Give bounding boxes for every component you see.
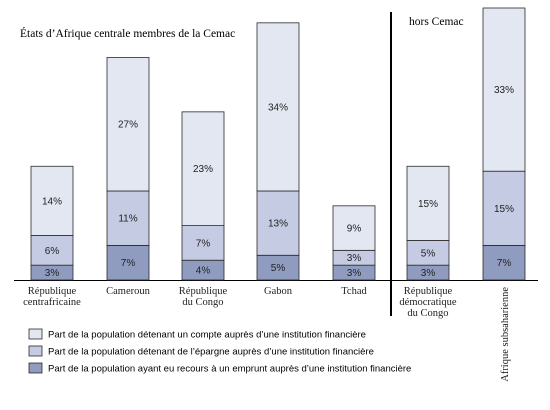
data-label: 7%	[196, 238, 211, 249]
bars-layer: 3% 6% 14% 7% 11% 27% 4% 7% 23% 5% 13% 34% 3% 3% 9% 3% 5%…	[30, 7, 526, 281]
data-label: 4%	[196, 266, 211, 277]
data-label: 3%	[45, 268, 60, 279]
bar-segment	[482, 7, 526, 172]
category-label: République	[179, 286, 228, 297]
bar-segment	[30, 235, 74, 266]
bar-segment	[256, 22, 300, 192]
category-label: Cameroun	[106, 286, 150, 297]
data-label: 3%	[347, 253, 362, 264]
data-label: 11%	[118, 214, 137, 225]
bar-segment	[332, 205, 376, 251]
data-label: 15%	[418, 199, 438, 210]
bar-segment	[256, 190, 300, 256]
data-label: 15%	[494, 204, 514, 215]
category-label: République	[404, 286, 453, 297]
chart-title: États d’Afrique centrale membres de la C…	[20, 26, 235, 40]
legend-label: Part de la population détenant un compte…	[48, 330, 366, 341]
bar-segment	[406, 240, 450, 266]
legend-label: Part de la population ayant eu recours à…	[48, 364, 411, 375]
bar-segment	[181, 111, 225, 226]
category-label: du Congo	[182, 297, 223, 308]
legend: Part de la population détenant un compte…	[28, 328, 411, 375]
bar-segment	[482, 170, 526, 246]
legend-swatch	[28, 362, 43, 374]
data-label: 7%	[497, 258, 512, 269]
data-label: 13%	[268, 219, 288, 230]
legend-label: Part de la population détenant de l’épar…	[48, 347, 374, 358]
category-label: Gabon	[264, 286, 293, 297]
legend-swatch	[28, 345, 43, 357]
data-label: 3%	[347, 268, 362, 279]
data-label: 5%	[421, 248, 436, 259]
bar-segment	[406, 165, 450, 241]
data-label: 27%	[118, 120, 138, 131]
data-label: 14%	[42, 196, 62, 207]
outside-group-label: hors Cemac	[409, 16, 464, 28]
data-label: 7%	[121, 258, 136, 269]
category-label: Afrique subsaharienne	[500, 287, 511, 382]
bar-segment	[30, 165, 74, 236]
bar-segment	[482, 244, 526, 281]
category-label: République	[28, 286, 77, 297]
data-label: 9%	[347, 224, 362, 235]
category-label: centrafricaine	[23, 297, 81, 308]
data-label: 34%	[268, 102, 288, 113]
data-label: 3%	[421, 268, 436, 279]
data-label: 6%	[45, 246, 60, 257]
data-label: 5%	[271, 263, 286, 274]
category-label: démocratique	[399, 297, 456, 308]
category-label: du Congo	[407, 308, 448, 319]
bar-segment	[106, 57, 150, 192]
data-label: 23%	[193, 164, 213, 175]
bar-segment	[256, 254, 300, 281]
data-label: 33%	[494, 85, 514, 96]
category-label: Tchad	[341, 286, 367, 297]
legend-swatch	[28, 328, 43, 340]
